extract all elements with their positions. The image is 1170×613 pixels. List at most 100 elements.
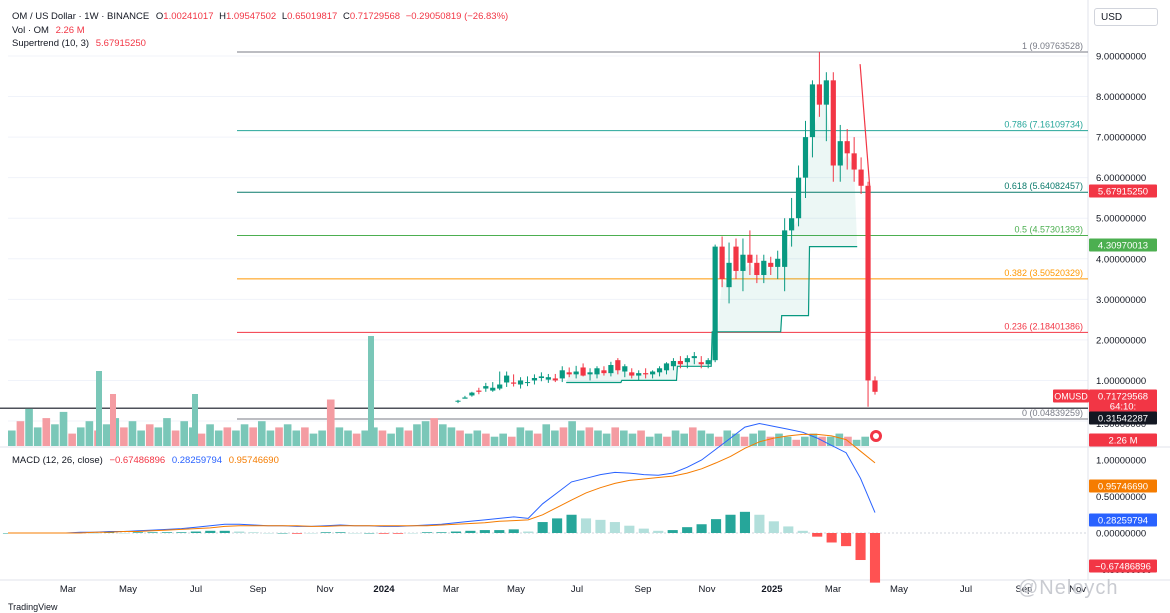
candle-body bbox=[580, 367, 586, 376]
volume-bar bbox=[96, 371, 102, 446]
candle-body bbox=[622, 366, 628, 372]
candle-body bbox=[545, 377, 551, 380]
macd-histogram-bar bbox=[725, 514, 736, 533]
candle-body bbox=[851, 153, 857, 170]
currency-selector[interactable]: USD bbox=[1094, 8, 1158, 26]
macd-histogram-bar bbox=[552, 518, 563, 533]
volume-bar bbox=[620, 430, 628, 446]
supertrend-down-line bbox=[859, 64, 871, 191]
macd-histogram-bar bbox=[465, 530, 476, 533]
macd-histogram-bar bbox=[132, 532, 144, 533]
candle-body bbox=[726, 262, 732, 288]
volume-bars bbox=[8, 336, 869, 446]
volume-bar bbox=[507, 436, 516, 446]
fib-level-label: 1 (9.09763528) bbox=[1022, 41, 1083, 51]
time-tick-label: Jul bbox=[960, 584, 972, 595]
volume-bar bbox=[120, 427, 128, 446]
macd-histogram-bar bbox=[393, 533, 404, 534]
candle-body bbox=[524, 382, 531, 384]
price-tick-label: 5.00000000 bbox=[1096, 214, 1146, 225]
volume-bar bbox=[576, 430, 585, 446]
candle-body bbox=[455, 400, 461, 402]
volume-bar bbox=[680, 433, 688, 446]
volume-bar bbox=[292, 430, 301, 446]
symbol-legend[interactable]: OM / US Dollar · 1W · BINANCE O1.0024101… bbox=[12, 11, 508, 22]
supertrend-legend[interactable]: Supertrend (10, 3) 5.67915250 bbox=[12, 38, 146, 49]
macd-histogram-bar bbox=[147, 532, 158, 533]
volume-bar bbox=[516, 427, 525, 446]
volume-bar bbox=[637, 430, 645, 446]
volume-bar bbox=[852, 439, 861, 446]
candle-body bbox=[469, 392, 475, 396]
candle-body bbox=[691, 356, 697, 359]
candle-body bbox=[837, 141, 843, 166]
signal-line bbox=[8, 433, 876, 534]
volume-bar bbox=[447, 427, 456, 446]
price-tick-label: 6.00000000 bbox=[1096, 173, 1146, 184]
macd-histogram-bar bbox=[263, 533, 274, 534]
macd-histogram-bar bbox=[595, 519, 606, 533]
price-tick-label: 4.00000000 bbox=[1096, 254, 1146, 265]
macd-histogram-bar bbox=[349, 533, 360, 534]
macd-histogram-bar bbox=[176, 532, 187, 533]
low-label: L bbox=[281, 11, 288, 22]
candle-body bbox=[844, 141, 850, 154]
candle-body bbox=[504, 375, 510, 383]
macd-histogram-bar bbox=[320, 532, 331, 533]
volume-bar bbox=[266, 430, 275, 446]
price-axis[interactable]: 9.00000000 8.00000000 7.00000000 6.00000000… bbox=[1096, 52, 1152, 577]
volume-legend[interactable]: Vol · OM 2.26 M bbox=[12, 25, 85, 36]
open-label: O bbox=[155, 11, 164, 22]
candle-body bbox=[677, 360, 683, 365]
volume-bar bbox=[413, 424, 421, 446]
price-tick-label: 3.00000000 bbox=[1096, 295, 1146, 306]
volume-bar bbox=[197, 433, 206, 446]
macd-line-value: 0.28259794 bbox=[171, 455, 223, 466]
volume-bar bbox=[171, 430, 180, 446]
candle-body bbox=[462, 397, 468, 399]
volume-bar bbox=[585, 427, 594, 446]
time-axis[interactable]: Mar May Jul Sep Nov 2024 Mar May Jul Sep Nov 2025 Ma… bbox=[60, 584, 1086, 595]
volume-bar bbox=[568, 421, 576, 446]
low-value: 0.65019817 bbox=[287, 11, 338, 22]
macd-histogram-bar bbox=[364, 533, 375, 534]
candle-body bbox=[830, 80, 836, 166]
macd-histogram-bar bbox=[277, 533, 288, 534]
volume-bar bbox=[783, 436, 792, 446]
candle-body bbox=[663, 363, 670, 371]
volume-bar bbox=[240, 424, 249, 446]
candle-body bbox=[643, 373, 649, 375]
candle-body bbox=[497, 384, 503, 389]
time-tick-label: May bbox=[119, 584, 137, 595]
time-tick-label: 2025 bbox=[761, 584, 783, 595]
price-badge: 2.26 M bbox=[1108, 436, 1137, 447]
fib-level-label: 0.786 (7.16109734) bbox=[1004, 120, 1083, 130]
price-candles bbox=[455, 51, 878, 407]
macd-tick-label: 0.00000000 bbox=[1096, 529, 1146, 540]
volume-bar bbox=[163, 418, 171, 446]
candle-body bbox=[511, 382, 517, 384]
macd-hist-value: −0.67486896 bbox=[109, 455, 166, 466]
volume-bar bbox=[490, 436, 499, 446]
volume-bar bbox=[792, 439, 801, 446]
macd-line bbox=[8, 422, 876, 534]
macd-legend[interactable]: MACD (12, 26, close) −0.67486896 0.28259… bbox=[12, 455, 279, 466]
time-tick-label: Sep bbox=[635, 584, 652, 595]
macd-histogram-bar bbox=[248, 532, 259, 533]
macd-badge-bg bbox=[1089, 513, 1157, 527]
macd-histogram-bar bbox=[89, 533, 100, 534]
supertrend-up-line bbox=[566, 246, 858, 384]
candle-body bbox=[740, 254, 746, 271]
volume-bar bbox=[818, 436, 826, 446]
macd-histogram-bar bbox=[624, 525, 635, 533]
symbol-badge: OMUSD bbox=[1054, 392, 1088, 402]
volume-bar bbox=[309, 433, 318, 446]
candle-body bbox=[594, 368, 600, 375]
volume-bar bbox=[706, 433, 714, 446]
time-tick-label: Mar bbox=[60, 584, 76, 595]
macd-badge-bg bbox=[1089, 559, 1157, 573]
macd-histogram-bar bbox=[537, 522, 548, 533]
time-tick-label: Sep bbox=[1016, 584, 1033, 595]
volume-bar bbox=[318, 430, 326, 446]
macd-histogram-bar bbox=[335, 532, 346, 533]
